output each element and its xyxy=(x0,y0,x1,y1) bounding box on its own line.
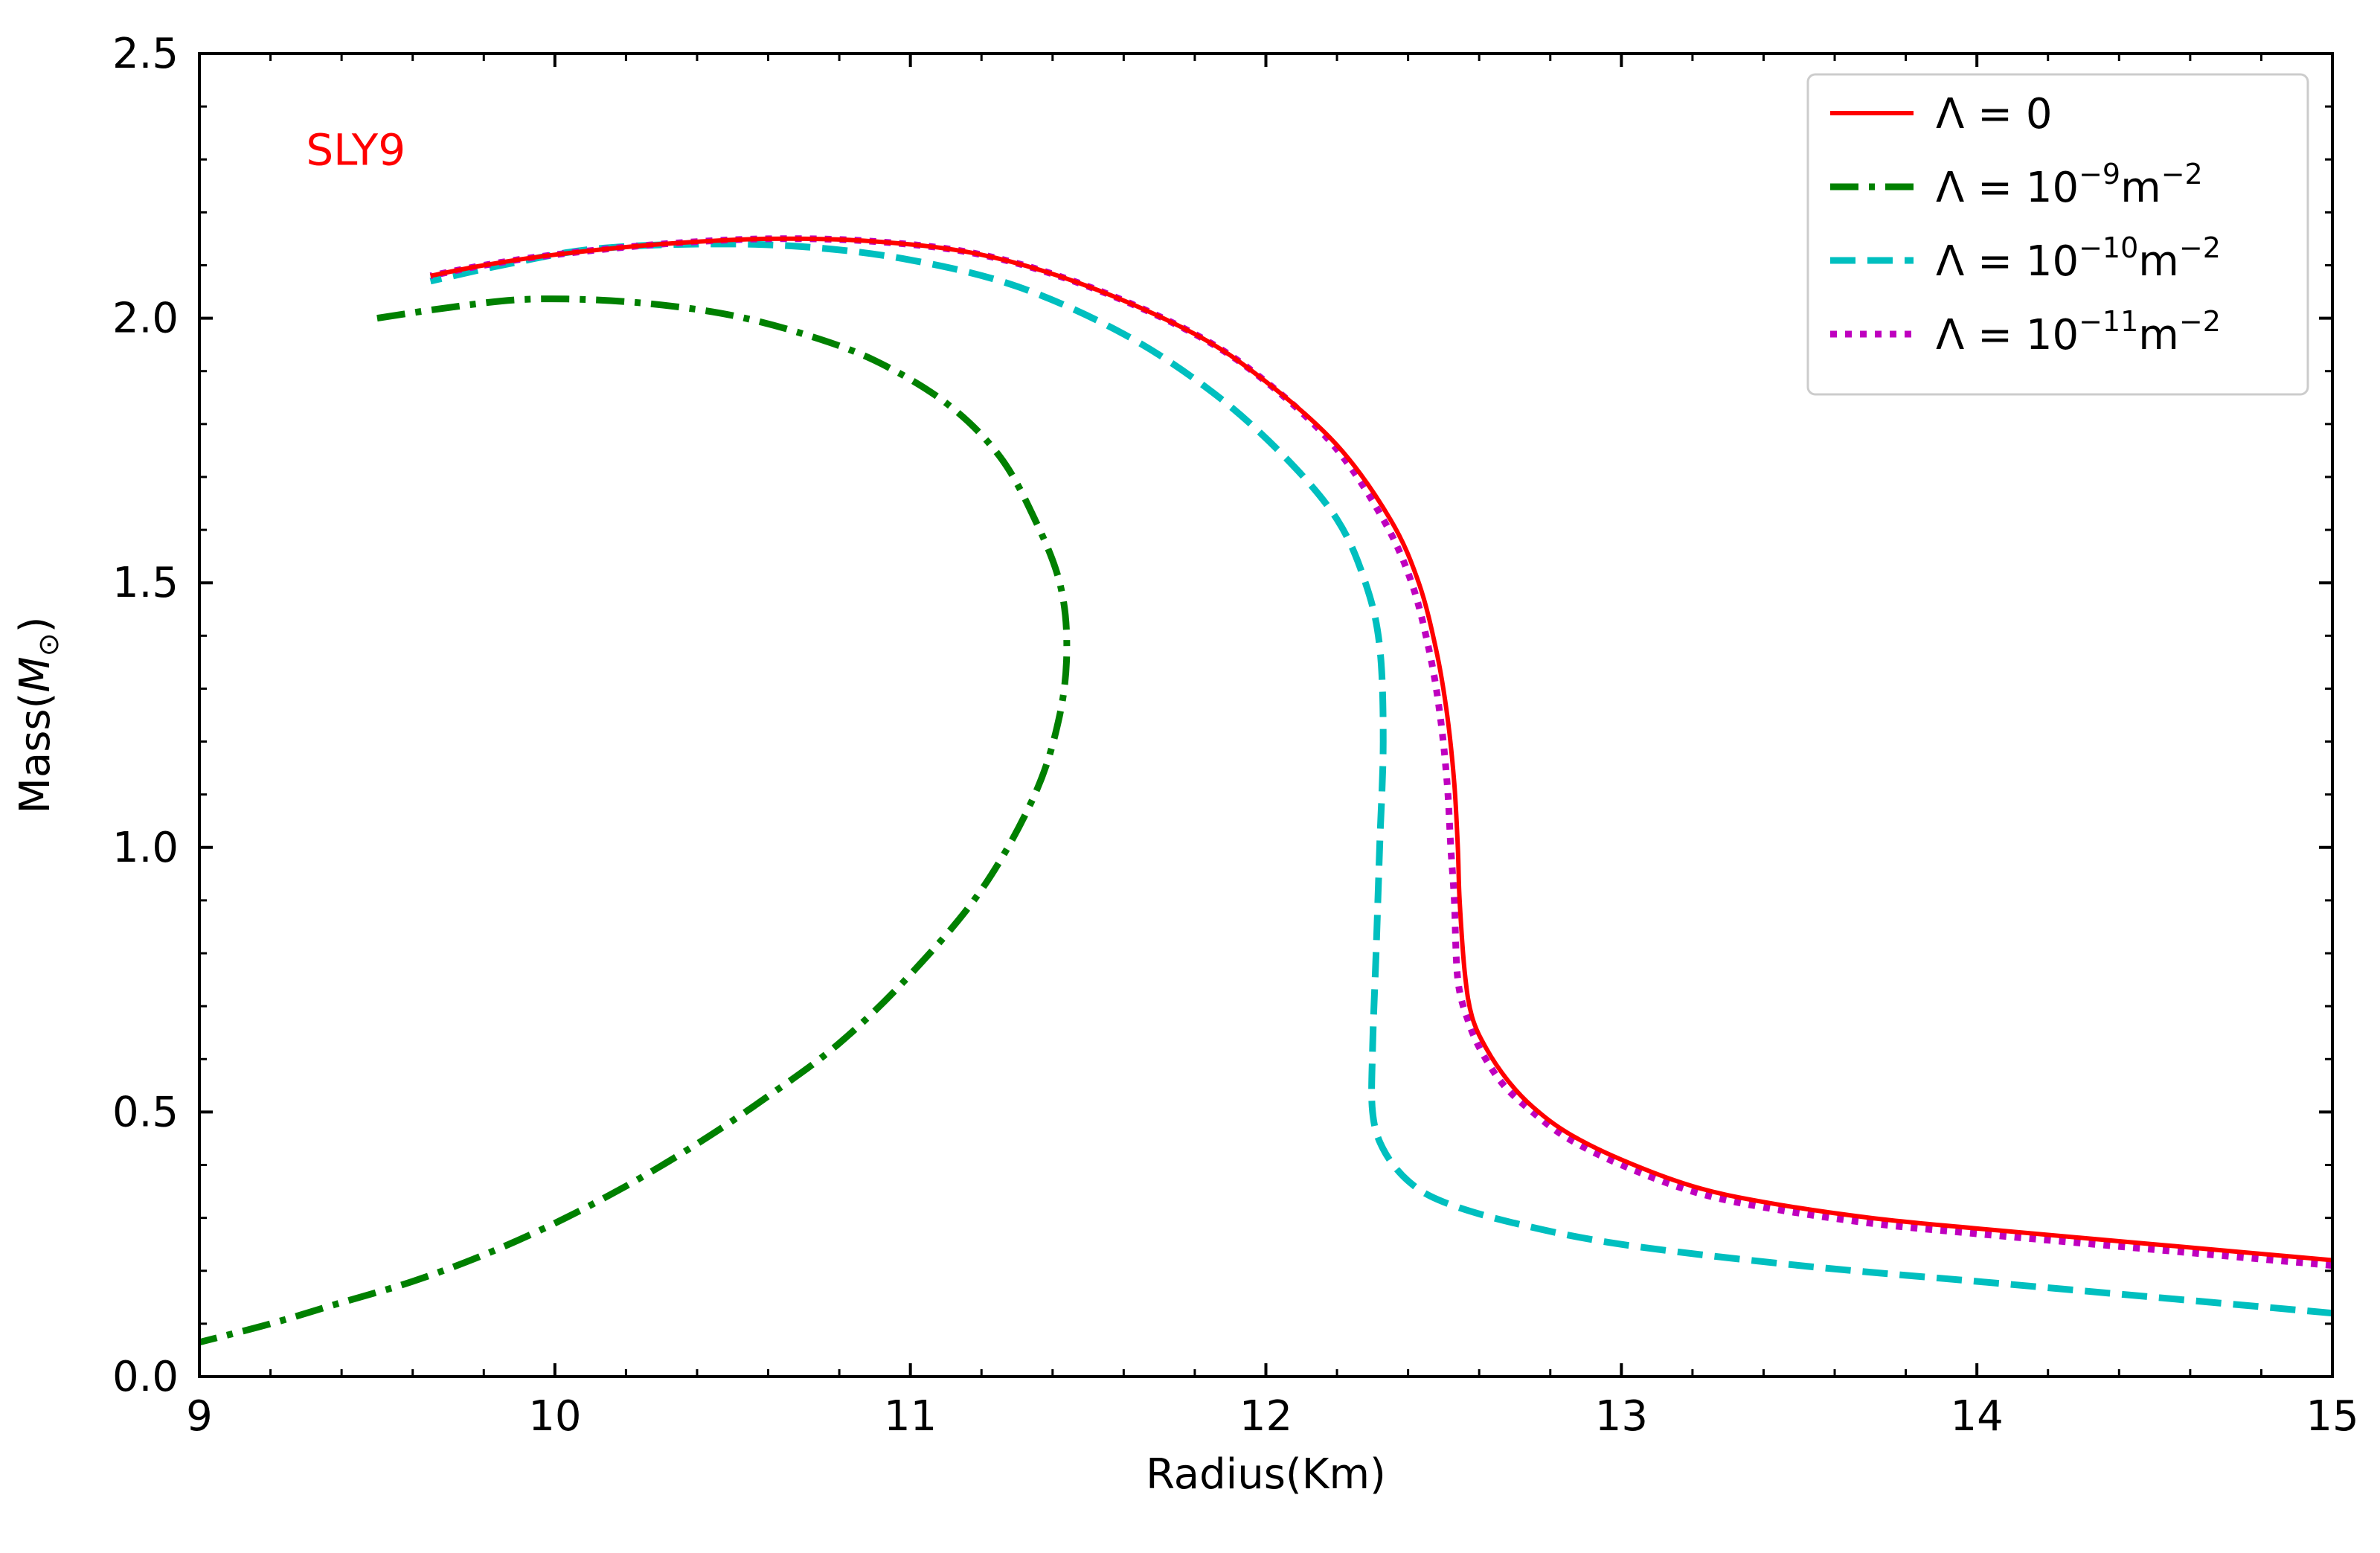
legend-label-unit-exponent: −2 xyxy=(2161,158,2203,190)
legend-label-unit: m xyxy=(2138,311,2179,359)
legend-label-unit: m xyxy=(2120,164,2161,212)
series-line-1 xyxy=(198,295,1071,1346)
series-line-0 xyxy=(430,236,2333,1263)
legend-label-unit: m xyxy=(2138,237,2179,286)
legend-label-exponent: −11 xyxy=(2079,305,2138,338)
legend-label-base: Λ = 0 xyxy=(1936,90,2052,138)
y-axis-label-symbol: M xyxy=(11,656,60,692)
y-axis-label: Mass(M⊙) xyxy=(11,617,65,814)
legend-label-base: Λ = 10 xyxy=(1936,164,2079,212)
legend-label-base: Λ = 10 xyxy=(1936,237,2079,286)
y-tick-label: 1.0 xyxy=(112,824,179,872)
legend-label-exponent: −9 xyxy=(2079,158,2120,190)
legend-box xyxy=(1806,73,2309,396)
series-layer xyxy=(198,235,2333,1346)
legend-label-exponent: −10 xyxy=(2079,231,2138,264)
legend-label-unit-exponent: −2 xyxy=(2179,231,2221,264)
y-tick-label: 2.0 xyxy=(112,295,179,343)
x-axis-label: Radius(Km) xyxy=(1146,1450,1386,1499)
legend: Λ = 0Λ = 10−9m−2Λ = 10−10m−2Λ = 10−11m−2 xyxy=(1806,73,2309,396)
x-tick-label: 9 xyxy=(186,1392,213,1441)
x-tick-label: 12 xyxy=(1239,1392,1292,1441)
series-line-2 xyxy=(429,240,2333,1317)
y-axis-label-subscript: ⊙ xyxy=(32,633,65,656)
x-tick-label: 13 xyxy=(1595,1392,1648,1441)
legend-label-3: Λ = 10−11m−2 xyxy=(1936,305,2221,359)
y-axis-label-text: Mass( xyxy=(11,693,60,814)
y-tick-label: 1.5 xyxy=(112,559,179,607)
y-tick-label: 0.0 xyxy=(112,1353,179,1401)
legend-entries: Λ = 0Λ = 10−9m−2Λ = 10−10m−2Λ = 10−11m−2 xyxy=(1830,90,2221,359)
y-axis-label-close: ) xyxy=(11,617,60,633)
legend-label-1: Λ = 10−9m−2 xyxy=(1936,158,2203,212)
plot-frame xyxy=(198,52,2334,1378)
x-tick-label: 10 xyxy=(528,1392,581,1441)
tick-labels-layer: 9 10 11 12 13 14 15 0.0 0.5 1.0 1.5 2.0 2.5 xyxy=(112,30,2359,1441)
y-tick-label: 0.5 xyxy=(112,1088,179,1136)
x-tick-label: 14 xyxy=(1951,1392,2004,1441)
legend-label-2: Λ = 10−10m−2 xyxy=(1936,231,2221,286)
y-tick-label: 2.5 xyxy=(112,30,179,78)
x-tick-label: 11 xyxy=(884,1392,937,1441)
legend-label-base: Λ = 10 xyxy=(1936,311,2079,359)
legend-label-unit-exponent: −2 xyxy=(2179,305,2221,338)
legend-label-0: Λ = 0 xyxy=(1936,90,2052,138)
sly9-annotation: SLY9 xyxy=(306,124,405,175)
x-tick-label: 15 xyxy=(2306,1392,2358,1441)
